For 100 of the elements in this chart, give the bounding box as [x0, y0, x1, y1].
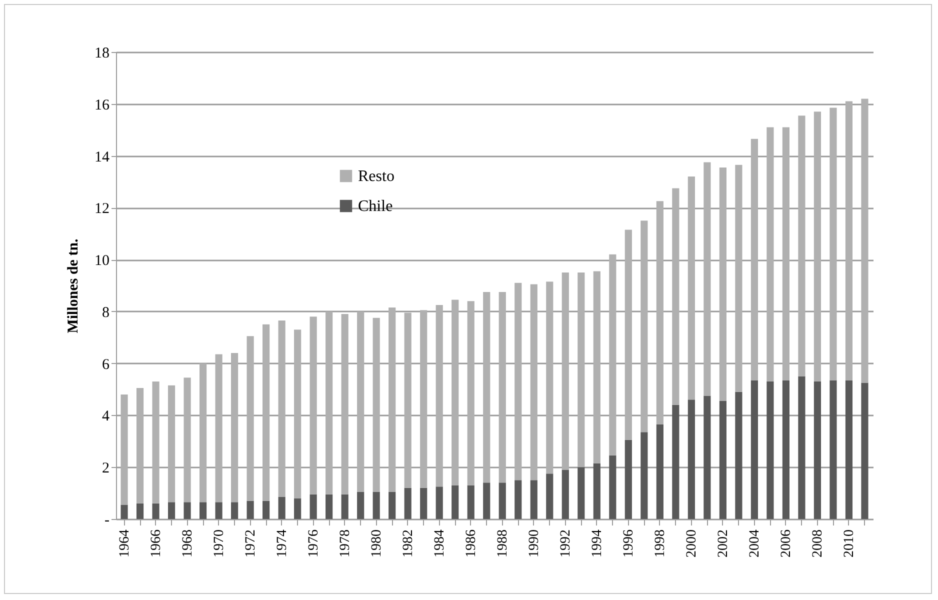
bar: [782, 127, 790, 380]
bar: [341, 314, 348, 494]
bar: [704, 396, 711, 519]
bar: [814, 381, 822, 519]
bar: [593, 271, 600, 464]
x-tick-label: 1978: [338, 530, 353, 558]
x-tick-label: 2006: [778, 530, 794, 558]
bar: [578, 467, 585, 519]
bar: [798, 116, 806, 376]
bar: [814, 112, 822, 382]
bar: [372, 318, 380, 492]
bar: [168, 502, 176, 519]
bar: [231, 502, 238, 519]
bar: [483, 482, 490, 519]
x-tick-label: 1970: [212, 530, 227, 558]
bar: [578, 272, 585, 468]
bar: [215, 354, 222, 502]
bar: [530, 480, 538, 519]
bar: [688, 176, 695, 400]
bar: [420, 310, 428, 488]
bar: [452, 485, 459, 519]
y-tick-label: 14: [94, 149, 110, 166]
bar: [750, 380, 758, 519]
bar: [845, 380, 853, 519]
bar: [357, 492, 364, 519]
bar: [719, 167, 726, 401]
bar: [656, 201, 664, 424]
bar: [404, 488, 412, 519]
bar: [136, 503, 144, 519]
bar: [310, 494, 317, 519]
bar: [530, 284, 538, 480]
bar: [152, 381, 160, 504]
bar: [436, 304, 443, 487]
bar: [452, 300, 459, 486]
bar: [782, 380, 790, 519]
bar: [861, 98, 868, 383]
bar: [830, 108, 837, 380]
bar: [546, 474, 554, 519]
x-tick-label: 1982: [400, 530, 416, 558]
x-tick-label: 1988: [495, 530, 510, 558]
bar: [593, 463, 600, 519]
bar: [861, 382, 868, 519]
bar: [200, 502, 207, 519]
bar: [672, 404, 680, 519]
bar: [672, 188, 680, 405]
bar: [498, 482, 506, 519]
y-axis-title: Millones de tn.: [66, 238, 82, 334]
bar: [262, 500, 270, 519]
bar: [546, 282, 554, 474]
bar: [184, 378, 191, 502]
x-tick-label: 2002: [716, 530, 731, 558]
bar: [483, 292, 490, 483]
bar: [609, 254, 616, 456]
x-tick-label: 2004: [747, 530, 762, 558]
y-tick-label: 10: [94, 253, 110, 270]
bar: [420, 488, 428, 519]
bar: [562, 470, 569, 519]
bar: [200, 363, 207, 502]
bar: [215, 502, 222, 519]
x-tick-label: 1974: [274, 530, 290, 558]
y-tick-label: 16: [94, 97, 110, 114]
bar: [136, 388, 144, 504]
bar: [514, 282, 522, 480]
x-tick-label: 1984: [432, 530, 448, 558]
bar: [388, 492, 396, 519]
x-tick-label: 1998: [652, 530, 668, 558]
bar: [562, 272, 569, 470]
legend-label: Resto: [358, 168, 394, 185]
x-tick-label: 1966: [148, 530, 164, 558]
bar: [184, 502, 191, 519]
bar: [498, 292, 506, 483]
x-tick-label: 1986: [464, 530, 479, 558]
bar: [640, 220, 648, 432]
bar: [845, 101, 853, 380]
bar: [262, 324, 270, 501]
bar: [294, 330, 302, 498]
bar: [766, 381, 774, 519]
bar: [719, 400, 726, 519]
bar: [514, 480, 522, 519]
bar: [120, 394, 128, 505]
bar: [436, 486, 443, 519]
y-tick-label: 18: [94, 46, 110, 62]
bar: [467, 301, 474, 486]
bar: [467, 485, 474, 519]
x-tick-label: 1996: [621, 530, 636, 558]
bar: [120, 504, 128, 519]
bar: [326, 494, 333, 519]
legend-label: Chile: [358, 198, 393, 215]
y-tick-label: 8: [102, 304, 110, 321]
bar: [830, 380, 837, 519]
x-tick-label: 1976: [306, 530, 322, 558]
bar: [640, 432, 648, 519]
bar: [798, 376, 806, 519]
bar: [278, 496, 286, 519]
bar: [624, 230, 632, 440]
x-tick-label: 1992: [558, 530, 574, 558]
bar: [388, 308, 396, 492]
bar: [310, 316, 317, 494]
bar: [704, 162, 711, 396]
x-tick-label: 2010: [842, 530, 857, 558]
